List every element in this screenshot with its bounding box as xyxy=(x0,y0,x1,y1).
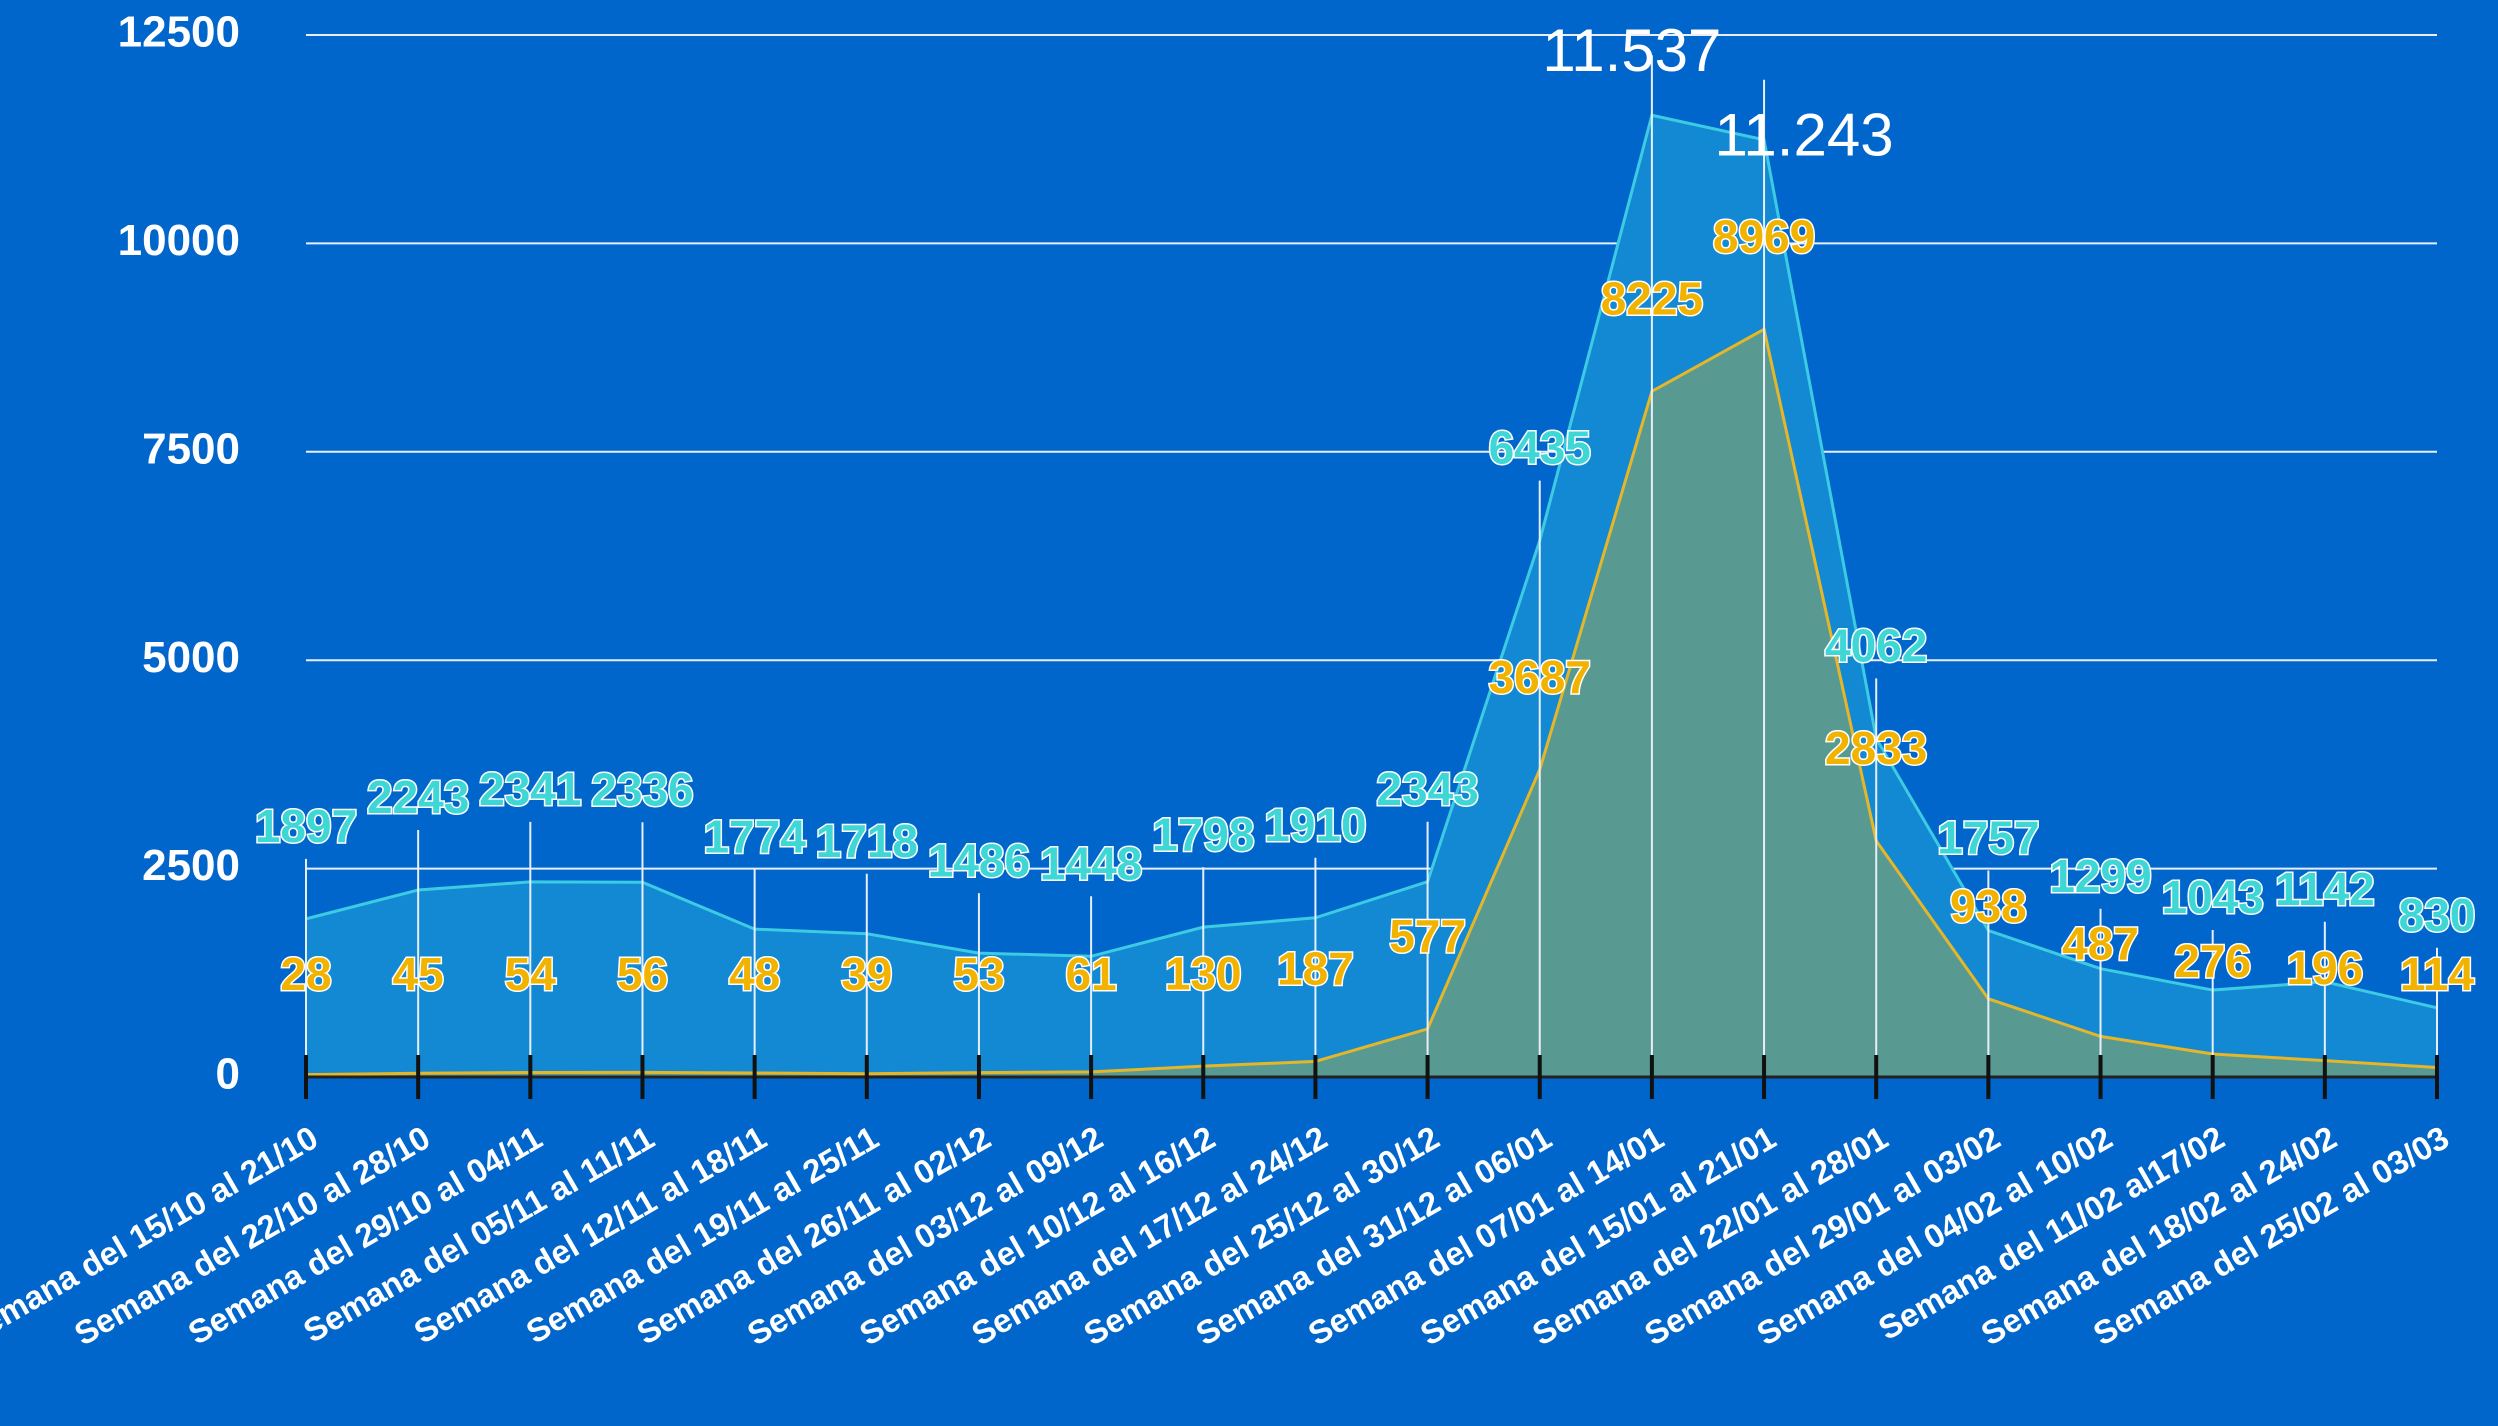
data-label: 2343 xyxy=(1376,763,1478,815)
data-label: 53 xyxy=(953,948,1004,1000)
annotation: 11.537 xyxy=(1542,17,1721,84)
data-label: 1718 xyxy=(816,815,918,867)
data-label: 6435 xyxy=(1489,422,1591,474)
data-label: 2243 xyxy=(367,771,469,823)
data-label: 187 xyxy=(1277,943,1354,995)
data-label: 2341 xyxy=(479,763,581,815)
y-tick-label: 2500 xyxy=(142,841,240,890)
data-label: 276 xyxy=(2174,935,2251,987)
data-label: 1043 xyxy=(2162,871,2264,923)
data-label: 48 xyxy=(729,948,780,1000)
data-label: 56 xyxy=(617,948,668,1000)
data-label: 1486 xyxy=(928,834,1030,886)
data-label: 938 xyxy=(1950,880,2027,932)
data-label: 28 xyxy=(280,948,331,1000)
data-label: 577 xyxy=(1389,910,1466,962)
data-label: 114 xyxy=(2400,948,2475,1000)
y-tick-label: 0 xyxy=(216,1050,240,1099)
data-label: 1142 xyxy=(2275,863,2375,915)
data-label: 196 xyxy=(2286,942,2363,994)
y-tick-label: 12500 xyxy=(118,8,240,57)
data-label: 54 xyxy=(505,948,557,1000)
data-label: 487 xyxy=(2062,918,2139,970)
annotation: 11.243 xyxy=(1715,102,1894,169)
data-label: 39 xyxy=(841,948,892,1000)
data-label: 1299 xyxy=(2049,850,2151,902)
data-label: 3687 xyxy=(1489,651,1591,703)
data-label: 8225 xyxy=(1601,273,1703,325)
data-label: 2833 xyxy=(1825,722,1927,774)
data-label: 1774 xyxy=(703,810,806,862)
area xyxy=(306,115,2437,1077)
data-label: 130 xyxy=(1165,947,1242,999)
y-tick-label: 7500 xyxy=(142,424,240,473)
data-label: 1757 xyxy=(1937,812,2039,864)
data-label: 1448 xyxy=(1040,837,1142,889)
data-label: 61 xyxy=(1066,948,1117,1000)
line xyxy=(305,327,2438,1077)
data-label: 2336 xyxy=(591,763,693,815)
data-label: 1910 xyxy=(1264,799,1366,851)
data-label: 8969 xyxy=(1713,211,1815,263)
line xyxy=(305,113,2438,1010)
data-label: 1798 xyxy=(1152,808,1254,860)
data-label: 45 xyxy=(393,948,444,1000)
y-tick-label: 10000 xyxy=(118,216,240,265)
area xyxy=(306,329,2437,1078)
data-label: 830 xyxy=(2399,889,2476,941)
data-label: 4062 xyxy=(1825,620,1927,672)
y-tick-label: 5000 xyxy=(142,633,240,682)
data-label: 1897 xyxy=(255,800,357,852)
